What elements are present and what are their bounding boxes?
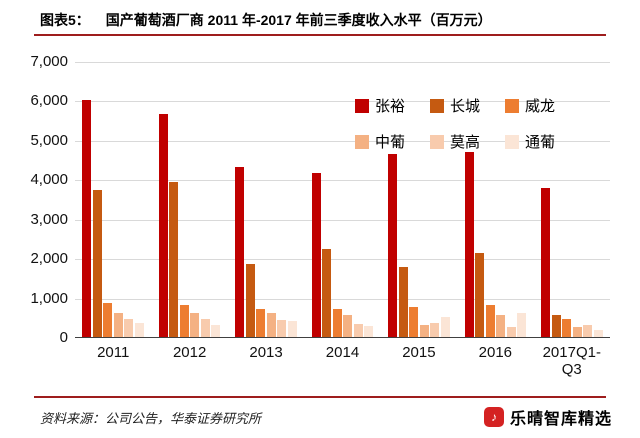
bar-张裕 — [464, 151, 474, 337]
bar-莫高 — [124, 319, 134, 337]
legend-label: 通葡 — [525, 134, 556, 151]
bar-莫高 — [583, 325, 593, 337]
figure-header: 图表5： 国产葡萄酒厂商 2011 年-2017 年前三季度收入水平（百万元） — [0, 0, 640, 30]
bar-长城 — [475, 253, 485, 337]
bar-长城 — [245, 263, 255, 337]
bar-威龙 — [409, 307, 419, 337]
bar-莫高 — [506, 327, 516, 337]
bar-长城 — [398, 266, 408, 337]
bar-张裕 — [311, 173, 321, 337]
bar-张裕 — [235, 167, 245, 337]
legend-label: 中葡 — [375, 134, 406, 151]
bar-通葡 — [517, 313, 527, 337]
footer-divider — [34, 396, 606, 398]
bar-中葡 — [419, 325, 429, 337]
gridline — [75, 62, 610, 63]
bar-chart: 张裕 长城 威龙中葡 莫高 通葡 0 1,000 2,000 3,000 4,000 5,000 6… — [0, 36, 640, 384]
bar-张裕 — [158, 114, 168, 337]
plot-area: 张裕 长城 威龙中葡 莫高 通葡 — [75, 62, 610, 338]
legend-swatch — [355, 98, 369, 113]
gridline — [75, 101, 610, 103]
header-divider — [34, 34, 606, 36]
bar-长城 — [92, 189, 102, 337]
bar-通葡 — [134, 323, 144, 337]
figure-title: 国产葡萄酒厂商 2011 年-2017 年前三季度收入水平（百万元） — [105, 12, 492, 28]
y-tick-label: 5,000 — [30, 131, 68, 149]
bar-中葡 — [113, 312, 123, 337]
legend-item: 莫高 — [430, 131, 505, 152]
legend-label: 长城 — [450, 98, 481, 115]
legend-swatch — [430, 98, 444, 113]
legend-label: 张裕 — [375, 98, 406, 115]
bar-莫高 — [430, 323, 440, 337]
x-tick-label: 2015 — [402, 344, 436, 361]
x-tick-label: 2012 — [172, 344, 207, 361]
bar-威龙 — [332, 309, 342, 337]
bar-通葡 — [440, 317, 450, 337]
bar-威龙 — [562, 319, 572, 337]
bar-中葡 — [496, 314, 506, 337]
y-tick-label: 7,000 — [30, 53, 68, 70]
bar-莫高 — [353, 324, 363, 337]
bar-通葡 — [211, 325, 221, 337]
x-tick-label: 2011 — [97, 344, 130, 361]
y-tick-label: 0 — [59, 329, 68, 346]
x-tick-label: 2017Q1-Q3 — [542, 344, 601, 379]
legend-item: 中葡 — [355, 131, 430, 152]
legend-swatch — [505, 98, 519, 113]
brand-icon: ♪ — [483, 407, 504, 427]
bar-长城 — [322, 248, 332, 337]
legend-item: 长城 — [430, 95, 505, 116]
bar-中葡 — [190, 312, 200, 337]
bar-威龙 — [179, 305, 189, 337]
y-tick-label: 3,000 — [30, 210, 68, 228]
gridline — [75, 180, 610, 182]
bar-中葡 — [572, 327, 582, 337]
legend-swatch — [355, 134, 369, 149]
bar-莫高 — [200, 318, 210, 337]
gridline — [75, 219, 610, 221]
legend-swatch — [430, 134, 444, 149]
bar-通葡 — [287, 321, 297, 337]
brand: ♪ 乐晴智库精选 — [483, 405, 612, 429]
bar-张裕 — [541, 187, 551, 337]
source-note: 资料来源：公司公告，华泰证券研究所 — [40, 410, 262, 426]
gridline — [75, 140, 610, 142]
bar-张裕 — [82, 100, 92, 337]
y-tick-label: 2,000 — [30, 250, 68, 268]
bar-威龙 — [103, 303, 113, 337]
y-tick-label: 4,000 — [30, 171, 68, 189]
y-tick-label: 6,000 — [30, 92, 68, 110]
bar-莫高 — [277, 319, 287, 337]
gridline — [75, 259, 610, 261]
figure-label: 图表5： — [40, 12, 90, 28]
legend-label: 威龙 — [525, 98, 556, 115]
legend-label: 莫高 — [450, 134, 481, 151]
x-tick-label: 2013 — [249, 344, 283, 361]
x-tick-label: 2016 — [478, 344, 513, 361]
y-tick-label: 1,000 — [30, 289, 68, 307]
bar-张裕 — [388, 153, 398, 337]
chart-legend: 张裕 长城 威龙中葡 莫高 通葡 — [355, 95, 580, 152]
figure-footer: 资料来源：公司公告，华泰证券研究所 ♪ 乐晴智库精选 — [0, 398, 640, 429]
bar-通葡 — [364, 325, 374, 337]
bar-长城 — [169, 182, 179, 337]
bar-威龙 — [485, 305, 495, 337]
bar-中葡 — [266, 312, 276, 337]
legend-item: 通葡 — [505, 131, 580, 152]
x-tick-label: 2014 — [325, 344, 360, 361]
report-figure: 图表5： 国产葡萄酒厂商 2011 年-2017 年前三季度收入水平（百万元） 张… — [0, 0, 640, 429]
legend-item: 威龙 — [505, 95, 580, 116]
bar-中葡 — [343, 314, 353, 337]
bar-威龙 — [256, 309, 266, 337]
legend-item: 张裕 — [355, 95, 430, 116]
gridline — [75, 298, 610, 300]
legend-swatch — [505, 134, 519, 149]
bar-长城 — [551, 315, 561, 337]
brand-name: 乐晴智库精选 — [509, 411, 612, 428]
bar-通葡 — [593, 329, 603, 337]
